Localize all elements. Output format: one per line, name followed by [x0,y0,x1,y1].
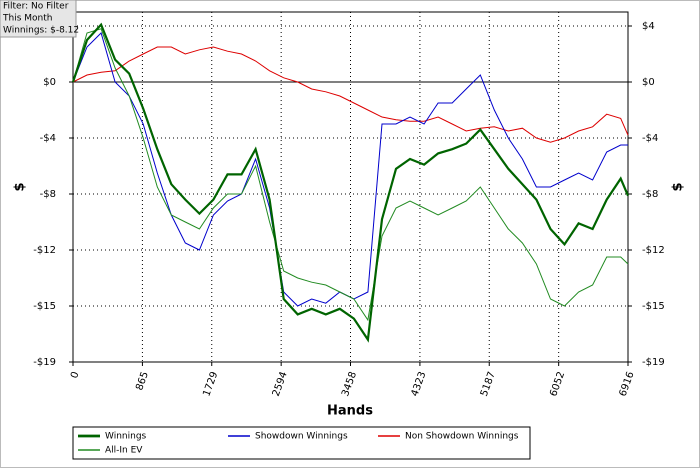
legend-label: Non Showdown Winnings [405,432,519,442]
series-line [71,22,630,343]
y-tick-label: -$19 [33,357,56,368]
legend [72,426,531,460]
y-tick-label: $0 [43,77,56,88]
filter-text: This Month [2,14,52,24]
y-tick-label: -$4 [40,133,56,144]
y-tick-label-right: -$4 [642,133,658,144]
y-tick-label: -$15 [33,301,56,312]
y-tick-label-right: -$12 [642,245,665,256]
plot-border [72,11,629,363]
filter-box [0,0,77,38]
x-axis-label: Hands [327,404,373,419]
legend-label: All-In EV [105,446,143,456]
series-line [72,28,629,322]
y-tick-label-right: -$8 [642,189,658,200]
y-tick-label-right: -$19 [642,357,665,368]
x-tick-label: 0 [69,370,82,380]
y-tick-label: -$12 [33,245,56,256]
y-axis-label-right: $ [671,182,686,191]
filter-text: Filter: No Filter [3,2,69,12]
y-tick-label-right: -$15 [642,301,665,312]
y-tick-label: -$8 [40,189,56,200]
y-tick-label-right: $4 [642,21,655,32]
filter-text: Winnings: $-8.12 [3,26,79,36]
y-tick-label-right: $0 [642,77,655,88]
legend-label: Showdown Winnings [255,432,348,442]
legend-label: Winnings [105,432,147,442]
series-line [72,46,629,143]
y-axis-label: $ [13,182,28,191]
